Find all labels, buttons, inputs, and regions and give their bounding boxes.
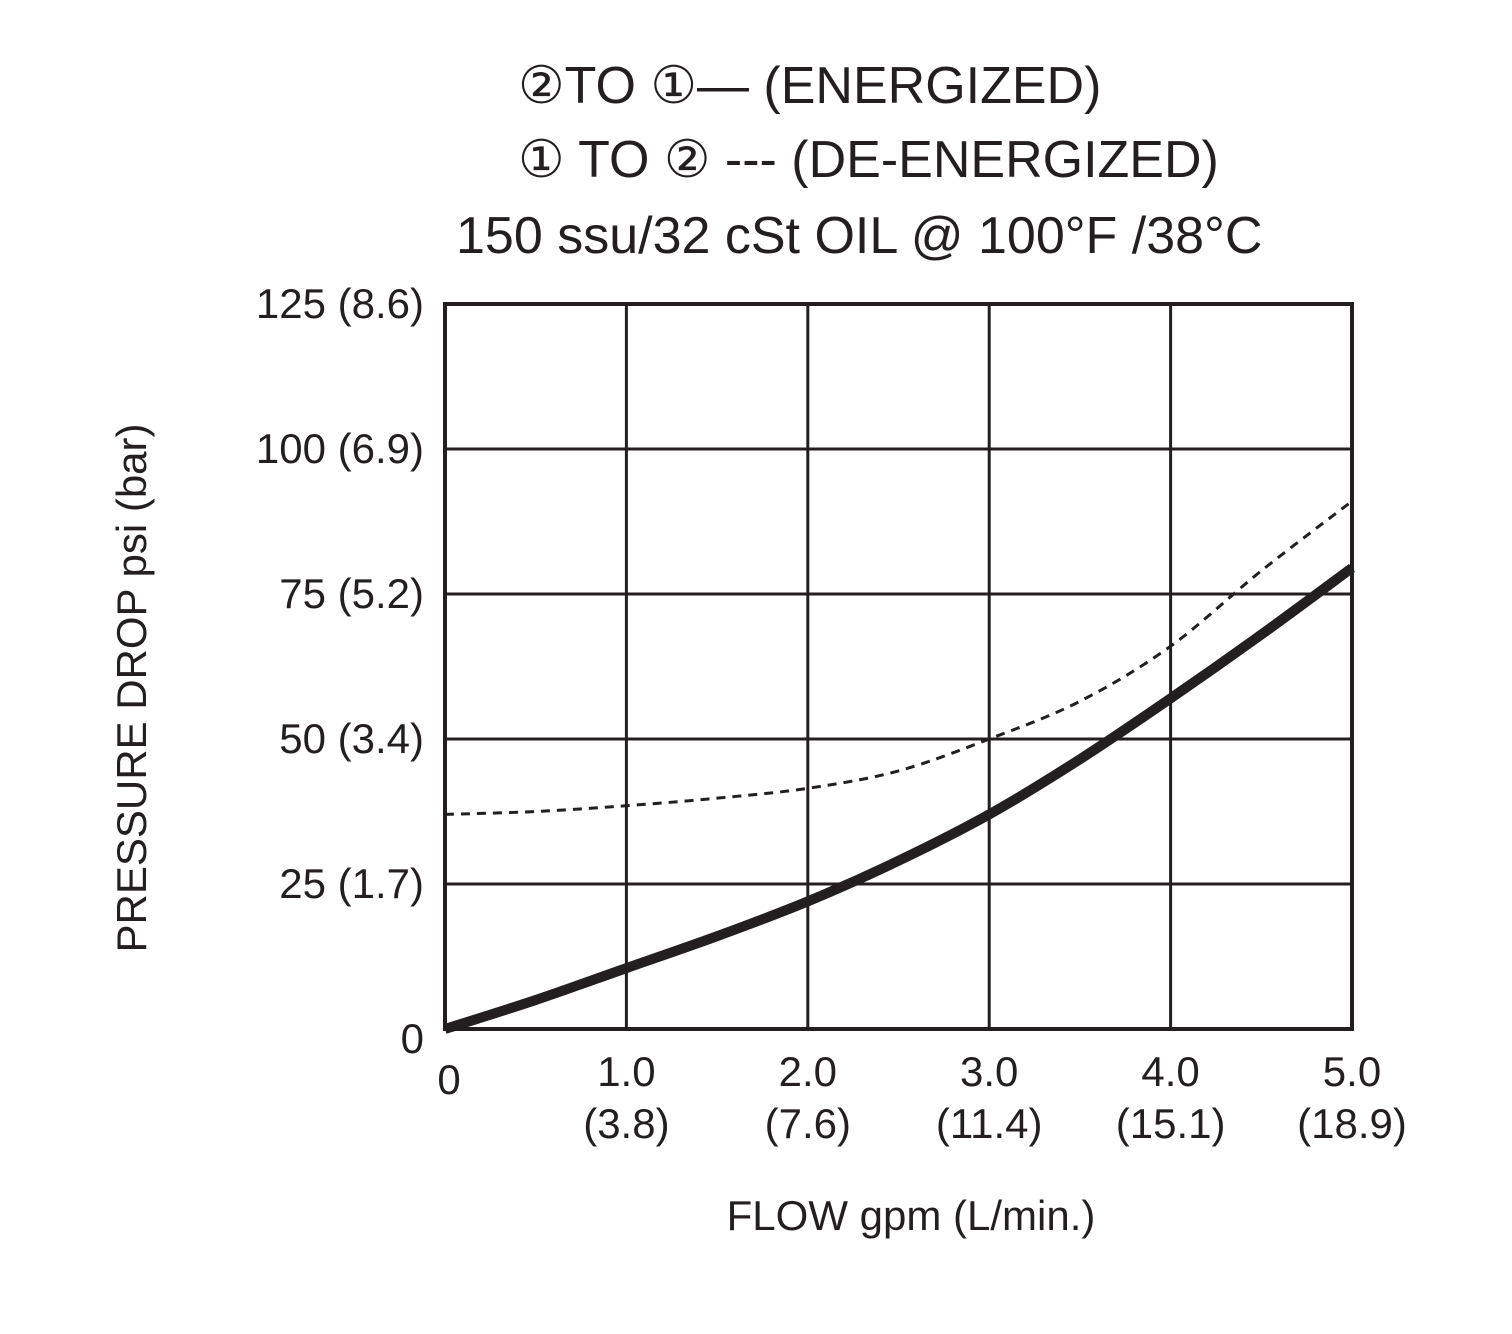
y-tick-label: 50 (3.4) [279,715,424,762]
x-tick-label-secondary: (18.9) [1297,1100,1407,1147]
chart-title-line-3: 150 ssu/32 cSt OIL @ 100°F /38°C [456,207,1263,265]
x-tick-label-secondary: (15.1) [1115,1100,1226,1147]
plot-frame [443,302,1354,1031]
x-tick-label: 0 [437,1056,461,1103]
chart-title-line-2: ① TO ② --- (DE-ENERGIZED) [518,131,1219,189]
x-tick-label: 1.0 [597,1048,656,1095]
y-tick-label: 125 (8.6) [255,280,424,327]
x-tick-label-secondary: (11.4) [935,1100,1043,1147]
x-tick-label: 5.0 [1322,1048,1382,1095]
y-tick-label: 75 (5.2) [279,570,424,617]
series-line-de-energized [444,500,1353,816]
x-tick-label: 4.0 [1141,1048,1200,1095]
x-tick-label: 2.0 [778,1048,837,1095]
y-tick-label: 25 (1.7) [279,860,424,907]
x-tick-label-secondary: (3.8) [583,1100,670,1147]
chart-title-line-1: ②TO ①— (ENERGIZED) [518,57,1102,115]
x-axis-title: FLOW gpm (L/min.) [726,1192,1096,1239]
y-tick-label: 100 (6.9) [255,425,424,472]
series-line-energized [443,563,1355,1034]
x-tick-label-secondary: (7.6) [764,1100,851,1147]
y-tick-label: 0 [400,1015,424,1062]
x-tick-label: 3.0 [959,1048,1019,1095]
